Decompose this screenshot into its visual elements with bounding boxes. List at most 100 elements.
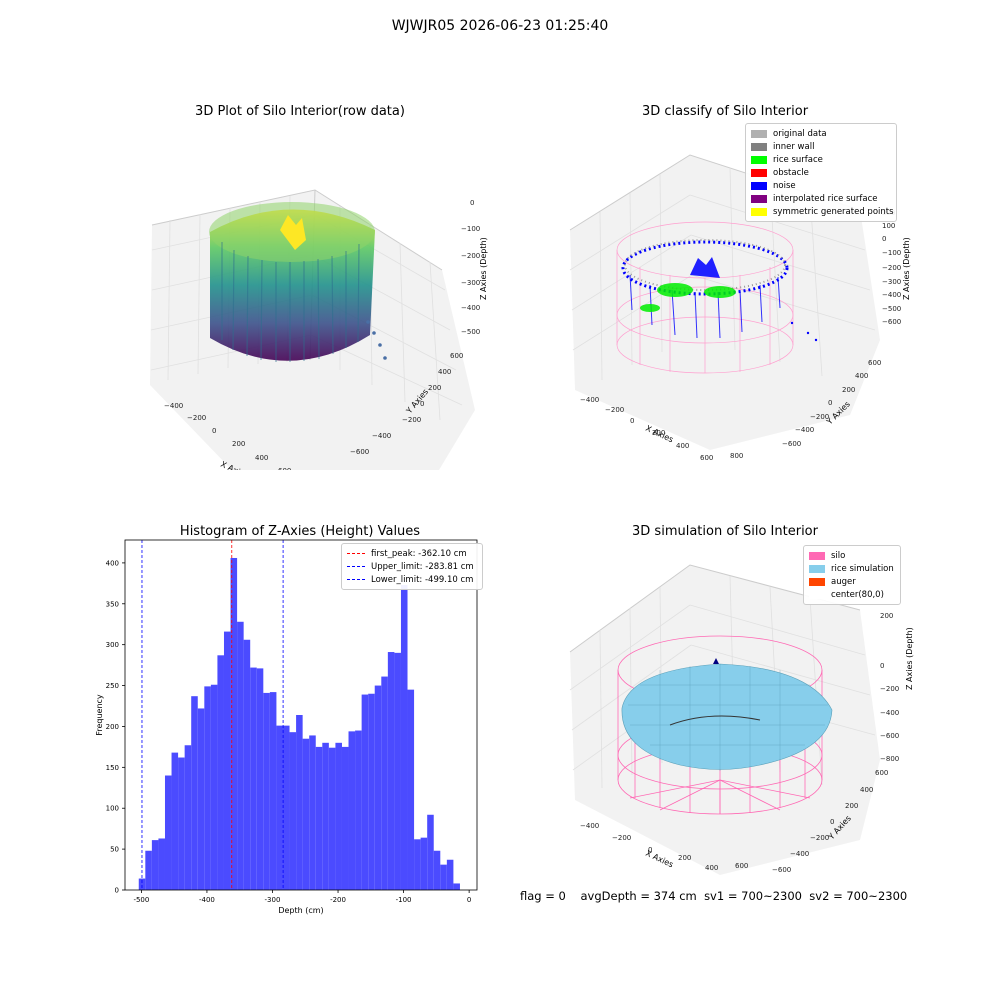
status-footer: flag = 0 avgDepth = 374 cm sv1 = 700~230… — [520, 889, 907, 903]
plot3-mesh — [628, 664, 828, 771]
plot1-y-ticks: 600 400 200 0 −200 −400−600 — [350, 352, 463, 456]
histogram-bar — [223, 631, 231, 890]
svg-text:0: 0 — [212, 427, 216, 435]
histogram-bar — [302, 738, 310, 890]
svg-text:−400: −400 — [461, 304, 480, 312]
histogram-bar — [237, 621, 244, 890]
histogram-y-tick-label: 50 — [110, 846, 119, 854]
svg-text:−500: −500 — [882, 305, 901, 313]
legend-swatch — [751, 168, 767, 177]
svg-text:−200: −200 — [880, 685, 899, 693]
histogram-x-tick-label: -400 — [199, 896, 215, 904]
histogram-bar — [328, 747, 336, 890]
plot1-x-ticks: −400−20002004006008001000 — [164, 402, 291, 470]
plot1-z-ticks: 0 −100 −200 −300 −400 −500 — [461, 199, 480, 336]
plot1-title: 3D Plot of Silo Interior(row data) — [195, 104, 405, 119]
legend-swatch — [751, 194, 767, 203]
histogram-bar — [210, 684, 218, 890]
legend-item-center: center(80,0) — [809, 588, 895, 601]
histogram-bar — [341, 746, 349, 890]
svg-text:−200: −200 — [605, 406, 624, 414]
svg-text:−300: −300 — [461, 279, 480, 287]
svg-text:−200: −200 — [402, 416, 421, 424]
plot1-point-columns — [221, 242, 360, 362]
svg-text:400: 400 — [676, 442, 689, 450]
svg-text:600: 600 — [868, 359, 881, 367]
sv2-text: sv2 = 700~2300 — [809, 889, 908, 903]
plot2-outliers — [790, 321, 818, 342]
histogram-bar — [250, 667, 257, 890]
svg-text:−600: −600 — [782, 440, 801, 448]
svg-text:−400: −400 — [580, 396, 599, 404]
svg-text:−200: −200 — [187, 414, 206, 422]
svg-text:−200: −200 — [810, 413, 829, 421]
legend-item-original-data: original data — [751, 127, 891, 140]
histogram-bar — [322, 742, 329, 890]
legend-item-silo: silo — [809, 549, 895, 562]
legend-item-inner-wall: inner wall — [751, 140, 891, 153]
svg-text:−600: −600 — [772, 866, 791, 874]
histogram-y-tick-label: 250 — [106, 682, 119, 690]
histogram-x-tick-label: -200 — [330, 896, 346, 904]
plot1-3d-scatter: −400−20002004006008001000 X Axies 600400… — [150, 189, 488, 470]
svg-text:−400: −400 — [880, 709, 899, 717]
svg-text:400: 400 — [438, 368, 451, 376]
legend-item-noise: noise — [751, 179, 891, 192]
histogram-bar — [158, 838, 165, 890]
svg-text:600: 600 — [875, 769, 888, 777]
svg-text:−300: −300 — [882, 278, 901, 286]
histogram-bar — [204, 686, 211, 890]
legend-swatch — [751, 155, 767, 164]
legend-swatch — [809, 590, 825, 599]
plot2-x-ticks: −400 −200 0 200 400 600 800 — [580, 396, 743, 460]
flag-text: flag = 0 — [520, 889, 566, 903]
svg-text:600: 600 — [278, 467, 291, 470]
histogram-bar — [453, 883, 460, 890]
svg-text:100: 100 — [882, 222, 895, 230]
svg-text:0: 0 — [648, 846, 652, 854]
histogram-bar — [276, 725, 283, 890]
svg-text:600: 600 — [735, 862, 748, 870]
legend-item-interpolated-rice-surface: interpolated rice surface — [751, 192, 891, 205]
legend-swatch — [751, 129, 767, 138]
histogram-bar — [164, 775, 172, 890]
histogram-bar — [289, 732, 297, 890]
legend-item-lower-limit: Lower_limit: -499.10 cm — [347, 573, 477, 586]
svg-text:0: 0 — [630, 417, 634, 425]
histogram-bar — [282, 725, 290, 890]
plot3-legend: silo rice simulation auger center(80,0) — [803, 545, 901, 605]
histogram-x-tick-label: -500 — [133, 896, 149, 904]
histogram-bar — [440, 864, 447, 890]
histogram-title: Histogram of Z-Axies (Height) Values — [179, 524, 421, 539]
svg-text:−600: −600 — [350, 448, 369, 456]
plot2-z-label: Z Axies (Depth) — [902, 237, 911, 300]
svg-text:200: 200 — [845, 802, 858, 810]
histogram-bar — [400, 584, 408, 890]
svg-text:200: 200 — [428, 384, 441, 392]
histogram-bar — [433, 850, 441, 890]
svg-text:−200: −200 — [810, 834, 829, 842]
legend-swatch — [809, 564, 825, 573]
svg-text:−200: −200 — [612, 834, 631, 842]
histogram-bar — [178, 757, 185, 890]
legend-item-rice-simulation: rice simulation — [809, 562, 895, 575]
plot3-z-label: Z Axies (Depth) — [905, 627, 914, 690]
histogram-bar — [420, 837, 428, 890]
svg-text:0: 0 — [420, 400, 424, 408]
plot2-rice-surface — [640, 283, 736, 312]
histogram-y-tick-label: 350 — [106, 600, 119, 608]
plot2-peak — [690, 257, 720, 278]
svg-text:−100: −100 — [461, 225, 480, 233]
svg-text:−400: −400 — [372, 432, 391, 440]
avg-depth-text: avgDepth = 374 cm — [580, 889, 697, 903]
svg-text:200: 200 — [880, 612, 893, 620]
histogram-y-tick-label: 0 — [115, 887, 119, 895]
svg-text:0: 0 — [828, 399, 832, 407]
histogram-bar — [374, 685, 382, 890]
svg-text:−800: −800 — [880, 755, 899, 763]
histogram-bar — [368, 693, 375, 890]
legend-item-obstacle: obstacle — [751, 166, 891, 179]
legend-swatch — [809, 577, 825, 586]
